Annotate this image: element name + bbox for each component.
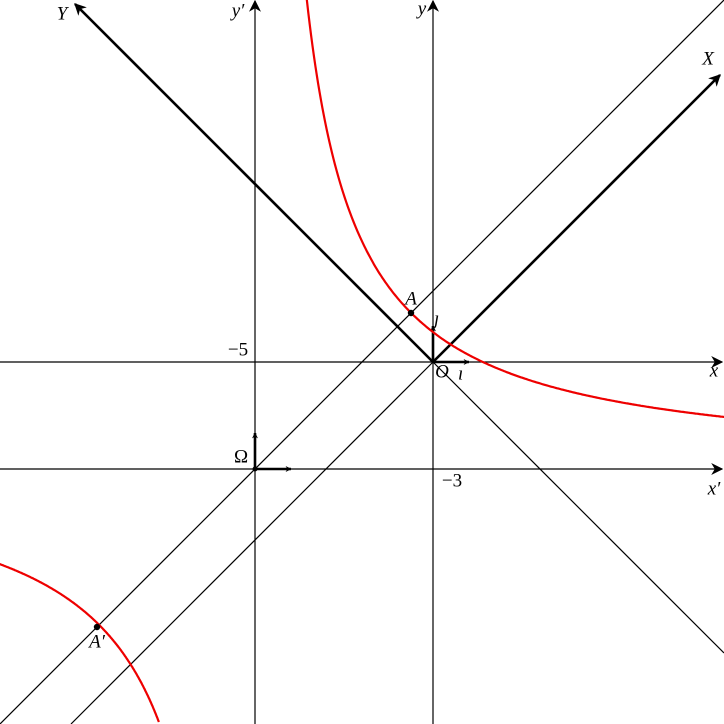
label: y′ <box>230 0 245 21</box>
label: Ω <box>234 446 248 467</box>
point <box>93 623 101 631</box>
label: ȷ⃗ <box>431 308 454 329</box>
label: A′ <box>87 631 106 652</box>
hyperbola-branch <box>305 0 724 419</box>
label: x′ <box>707 478 721 499</box>
Y-axis <box>74 3 434 363</box>
hyperbola-branch <box>0 563 160 723</box>
X-axis <box>432 74 721 363</box>
point <box>407 309 415 317</box>
point <box>252 466 258 472</box>
diagonal-line <box>70 361 434 724</box>
diagonal-line <box>432 361 724 654</box>
label: −5 <box>228 339 248 360</box>
label: y <box>416 0 427 19</box>
label: O <box>435 361 449 382</box>
label: X <box>701 48 715 69</box>
label: −3 <box>442 470 462 491</box>
label: x <box>709 360 719 381</box>
label: Y <box>57 3 70 24</box>
label: A <box>403 288 417 309</box>
label: ı⃗ <box>458 363 478 384</box>
